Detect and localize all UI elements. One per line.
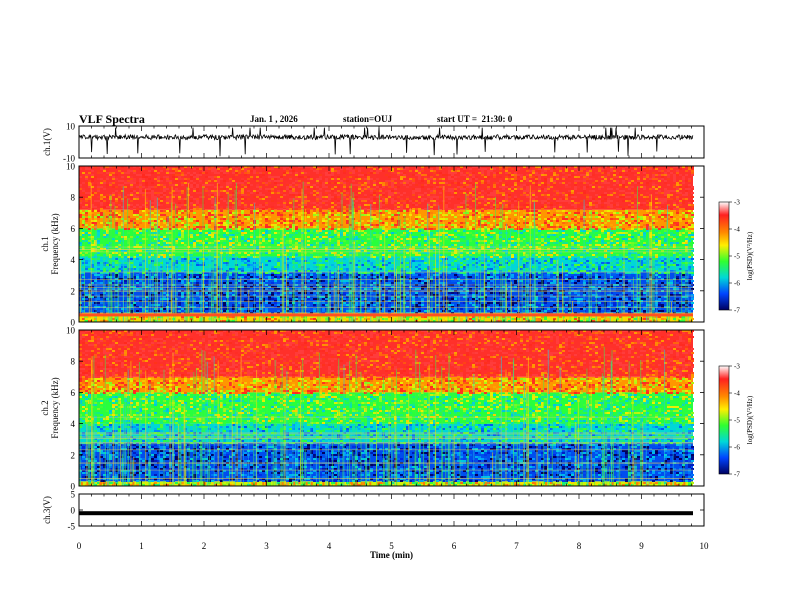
y-axis-label: ch.1(V) [42,128,52,156]
colorbar-label: log(PSD)(V²/Hz) [746,231,754,280]
colorbar-tick-label: -4 [734,390,740,398]
colorbar-label: log(PSD)(V²/Hz) [746,395,754,444]
station-label: station=OUJ [343,114,393,124]
tone-lines [79,416,693,479]
x-tick-label: 2 [202,541,207,551]
y-axis-label: Frequency (kHz) [50,377,60,438]
y-tick-label: -5 [68,522,76,532]
x-tick-label: 5 [389,541,394,551]
y-tick-label: 2 [71,450,76,460]
y-tick-label: 4 [71,419,76,429]
ch3-waveform-line [79,511,693,516]
y-axis-label: ch.3(V) [42,496,52,524]
x-tick-label: 10 [700,541,710,551]
x-tick-label: 4 [327,541,332,551]
colorbar-tick-label: -5 [734,253,740,261]
colorbar-tick-label: -3 [734,363,740,371]
y-tick-label: 8 [71,357,76,367]
spectrogram-ch.2 [79,330,694,486]
channel-label: ch.1 [40,236,50,251]
x-tick-label: 7 [514,541,519,551]
y-tick-label: 6 [71,224,76,234]
colorbar [718,201,730,311]
x-tick-label: 9 [639,541,644,551]
x-tick-label: 8 [577,541,582,551]
colorbar-tick-label: -6 [734,280,740,288]
y-tick-label: -10 [63,154,75,164]
x-tick-label: 1 [139,541,144,551]
spectrogram-ch.1 [79,166,694,322]
colorbar-tick-label: -3 [734,199,740,207]
ch1-waveform-line [78,127,694,157]
y-tick-label: 2 [71,286,76,296]
x-tick-label: 3 [264,541,269,551]
y-tick-label: 5 [71,490,76,500]
y-tick-label: 8 [71,193,76,203]
y-tick-label: 6 [71,388,76,398]
x-tick-label: 6 [452,541,457,551]
y-tick-label: 0 [71,482,76,492]
y-tick-label: 10 [66,326,76,336]
y-tick-label: 10 [66,122,76,132]
channel-label: ch.2 [40,400,50,415]
colorbar-tick-label: -4 [734,226,740,234]
y-tick-label: 0 [71,506,76,516]
colorbar-tick-label: -7 [734,307,740,315]
tone-lines [79,246,693,314]
chart-title: VLF Spectra [79,112,145,126]
y-tick-label: 0 [71,318,76,328]
colorbar-tick-label: -5 [734,417,740,425]
psd-band [79,312,693,322]
colorbar-tick-label: -7 [734,471,740,479]
colorbar [718,365,730,475]
x-axis-label: Time (min) [370,550,413,560]
x-tick-label: 0 [77,541,82,551]
y-tick-label: 10 [66,162,76,172]
y-tick-label: 4 [71,255,76,265]
y-axis-label: Frequency (kHz) [50,213,60,274]
colorbar-tick-label: -6 [734,444,740,452]
date-label: Jan. 1 , 2026 [250,114,298,124]
start-ut-label: start UT = 21:30: 0 [437,114,513,124]
